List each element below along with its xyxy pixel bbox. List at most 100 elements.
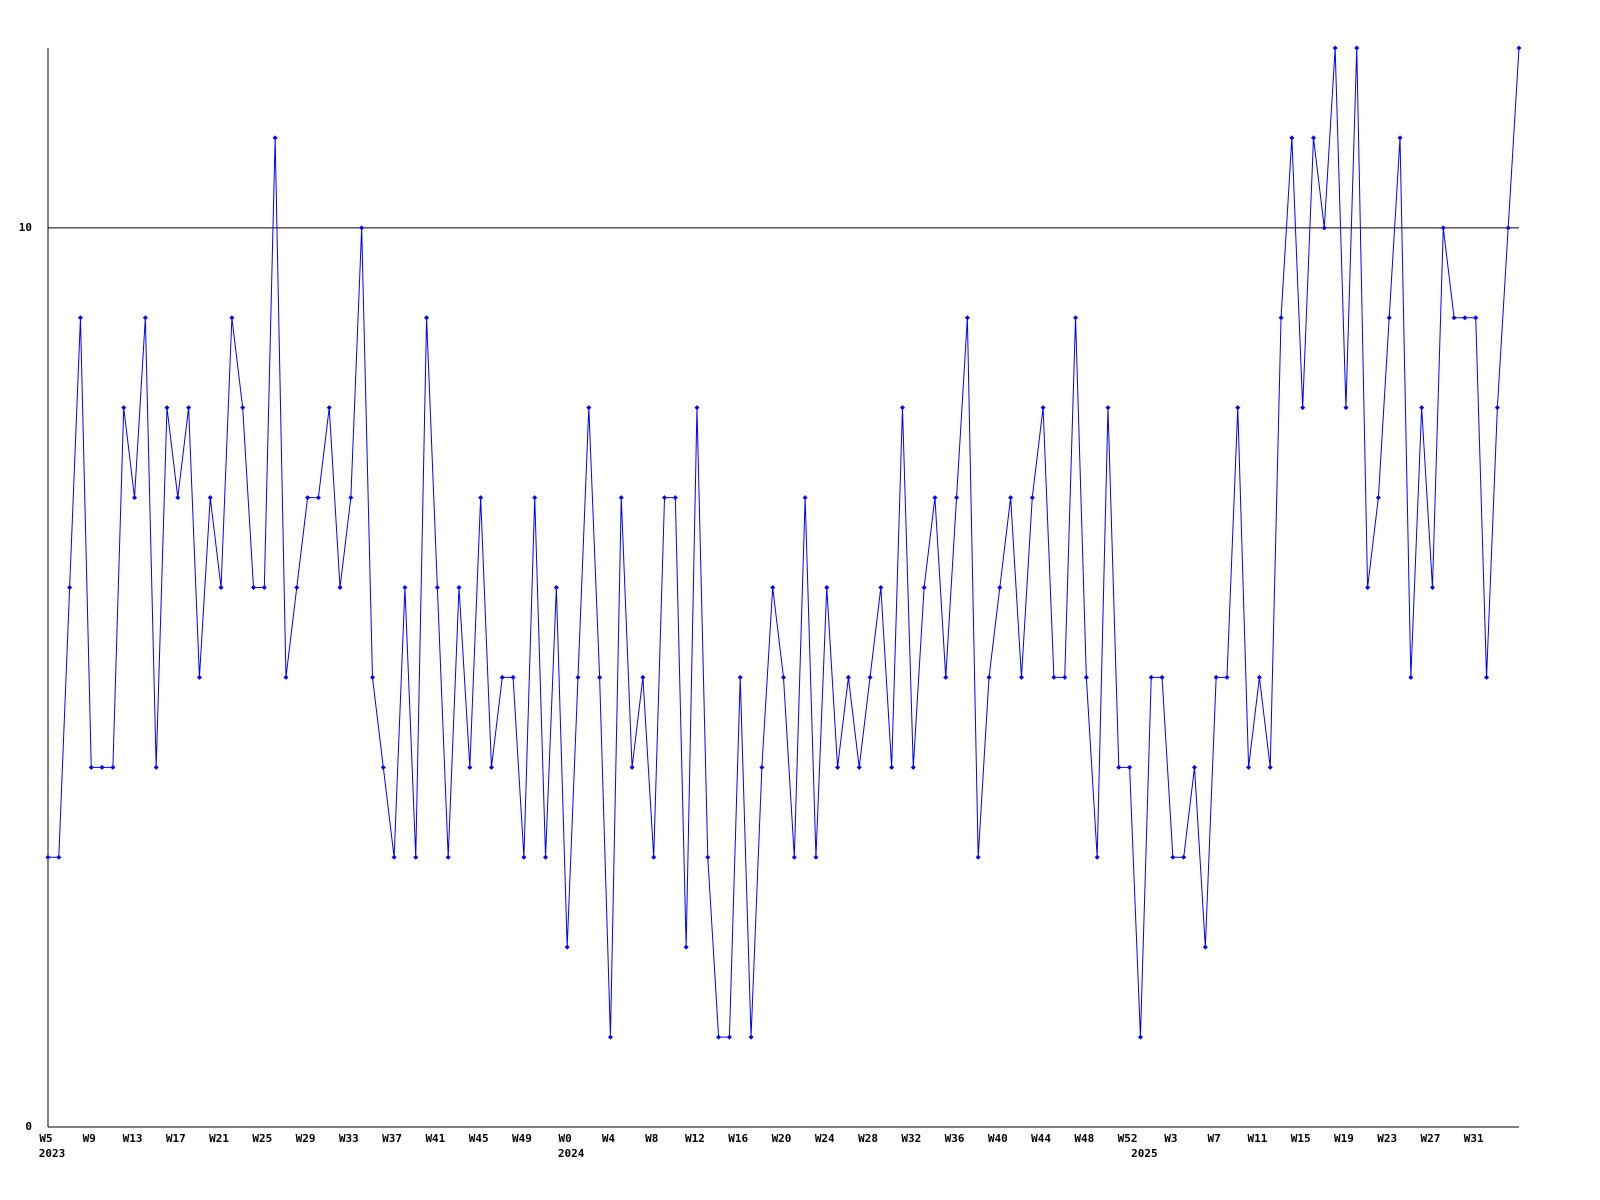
data-point	[1267, 764, 1273, 770]
x-tick-label: W4	[602, 1132, 616, 1145]
data-point	[99, 764, 105, 770]
data-point	[683, 944, 689, 950]
data-point	[964, 315, 970, 321]
data-point	[726, 1034, 732, 1040]
data-point	[251, 585, 257, 590]
data-point	[1029, 495, 1035, 501]
data-point	[488, 764, 494, 770]
year-label: 2024	[558, 1147, 585, 1160]
data-point	[272, 135, 278, 141]
x-tick-label: W12	[685, 1132, 705, 1145]
data-point	[110, 764, 116, 770]
data-point	[867, 674, 873, 680]
x-tick-label: W25	[252, 1132, 272, 1145]
data-point	[132, 495, 138, 501]
data-point	[1224, 674, 1230, 680]
data-point	[283, 674, 289, 680]
data-point	[975, 854, 981, 860]
x-tick-label: W36	[945, 1132, 965, 1145]
x-tick-label: W37	[382, 1132, 402, 1145]
data-point	[521, 854, 527, 860]
data-point	[153, 764, 159, 770]
x-tick-label: W0	[559, 1132, 572, 1145]
data-point	[1365, 585, 1371, 590]
data-point	[413, 854, 419, 860]
data-point	[359, 225, 365, 231]
x-tick-label: W52	[1118, 1132, 1138, 1145]
data-point	[564, 944, 570, 950]
data-point	[672, 495, 678, 501]
x-tick-label: W27	[1421, 1132, 1441, 1145]
data-point	[597, 674, 603, 680]
data-point	[759, 764, 765, 770]
x-tick-label: W5	[39, 1132, 52, 1145]
data-point	[294, 585, 300, 590]
data-point	[164, 405, 170, 411]
data-point	[618, 495, 624, 501]
data-point	[348, 495, 354, 501]
x-tick-label: W17	[166, 1132, 186, 1145]
data-point	[315, 495, 321, 501]
data-point	[1170, 854, 1176, 860]
data-point	[369, 674, 375, 680]
data-point	[1354, 45, 1360, 51]
data-point	[1159, 674, 1165, 680]
data-point	[1051, 674, 1057, 680]
data-point	[1094, 854, 1100, 860]
data-point	[899, 405, 905, 411]
year-label: 2025	[1131, 1147, 1158, 1160]
data-point	[1300, 405, 1306, 411]
data-point	[1494, 405, 1500, 411]
data-point	[543, 854, 549, 860]
data-point	[1386, 315, 1392, 321]
data-point	[748, 1034, 754, 1040]
data-point	[1451, 315, 1457, 321]
data-point	[1213, 674, 1219, 680]
x-tick-label: W33	[339, 1132, 359, 1145]
data-point	[716, 1034, 722, 1040]
data-point	[954, 495, 960, 501]
data-point	[943, 674, 949, 680]
data-point	[1137, 1034, 1143, 1040]
data-point	[77, 315, 83, 321]
x-tick-label: W44	[1031, 1132, 1051, 1145]
x-tick-label: W49	[512, 1132, 532, 1145]
data-point	[56, 854, 62, 860]
data-point	[651, 854, 657, 860]
data-point	[856, 764, 862, 770]
data-point	[1278, 315, 1284, 321]
data-point	[802, 495, 808, 501]
data-point	[467, 764, 473, 770]
data-point	[424, 315, 430, 321]
data-line	[48, 47, 1520, 1038]
data-point	[997, 585, 1003, 590]
data-point	[824, 585, 830, 590]
data-point	[705, 854, 711, 860]
data-point	[218, 585, 224, 590]
data-point	[1419, 405, 1425, 411]
data-point	[88, 764, 94, 770]
data-point	[499, 674, 505, 680]
y-tick-label: 10	[19, 221, 32, 234]
x-tick-label: W19	[1334, 1132, 1354, 1145]
data-point	[1127, 764, 1133, 770]
data-point	[510, 674, 516, 680]
data-point	[1462, 315, 1468, 321]
data-point	[986, 674, 992, 680]
data-point	[186, 405, 192, 411]
x-tick-label: W13	[123, 1132, 143, 1145]
data-point	[121, 405, 127, 411]
data-point	[1235, 405, 1241, 411]
data-point	[694, 405, 700, 411]
x-tick-label: W20	[772, 1132, 792, 1145]
data-point	[607, 1034, 613, 1040]
x-tick-label: W8	[645, 1132, 658, 1145]
x-tick-label: W3	[1164, 1132, 1177, 1145]
data-point	[1202, 944, 1208, 950]
data-point	[1073, 315, 1079, 321]
data-point	[1397, 135, 1403, 141]
data-point	[737, 674, 743, 680]
data-point	[456, 585, 462, 590]
data-point	[1040, 405, 1046, 411]
